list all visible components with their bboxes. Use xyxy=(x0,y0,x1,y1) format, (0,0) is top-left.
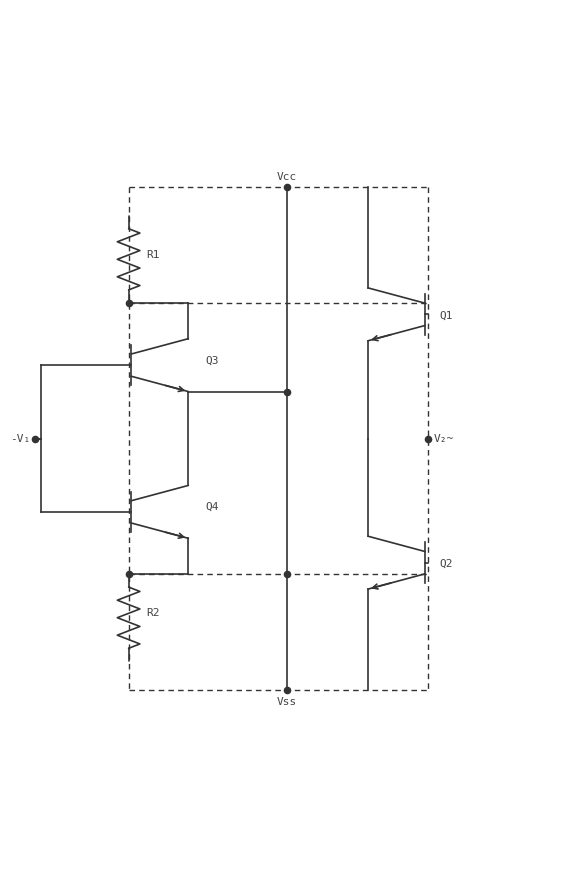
Point xyxy=(282,683,291,697)
Point xyxy=(124,567,133,581)
Point xyxy=(124,297,133,311)
Text: Q4: Q4 xyxy=(205,501,219,512)
Point xyxy=(423,432,432,446)
Text: Q3: Q3 xyxy=(205,355,219,365)
Text: R1: R1 xyxy=(147,249,160,259)
Point xyxy=(31,432,40,446)
Text: Q1: Q1 xyxy=(439,310,453,320)
Text: R2: R2 xyxy=(147,608,160,617)
Text: Q2: Q2 xyxy=(439,558,453,568)
Point xyxy=(282,385,291,399)
Text: Vss: Vss xyxy=(277,696,297,707)
Text: V₂~: V₂~ xyxy=(433,434,454,444)
Text: -V₁: -V₁ xyxy=(10,434,30,444)
Text: Vcc: Vcc xyxy=(277,171,297,182)
Point xyxy=(282,181,291,195)
Point xyxy=(282,567,291,581)
